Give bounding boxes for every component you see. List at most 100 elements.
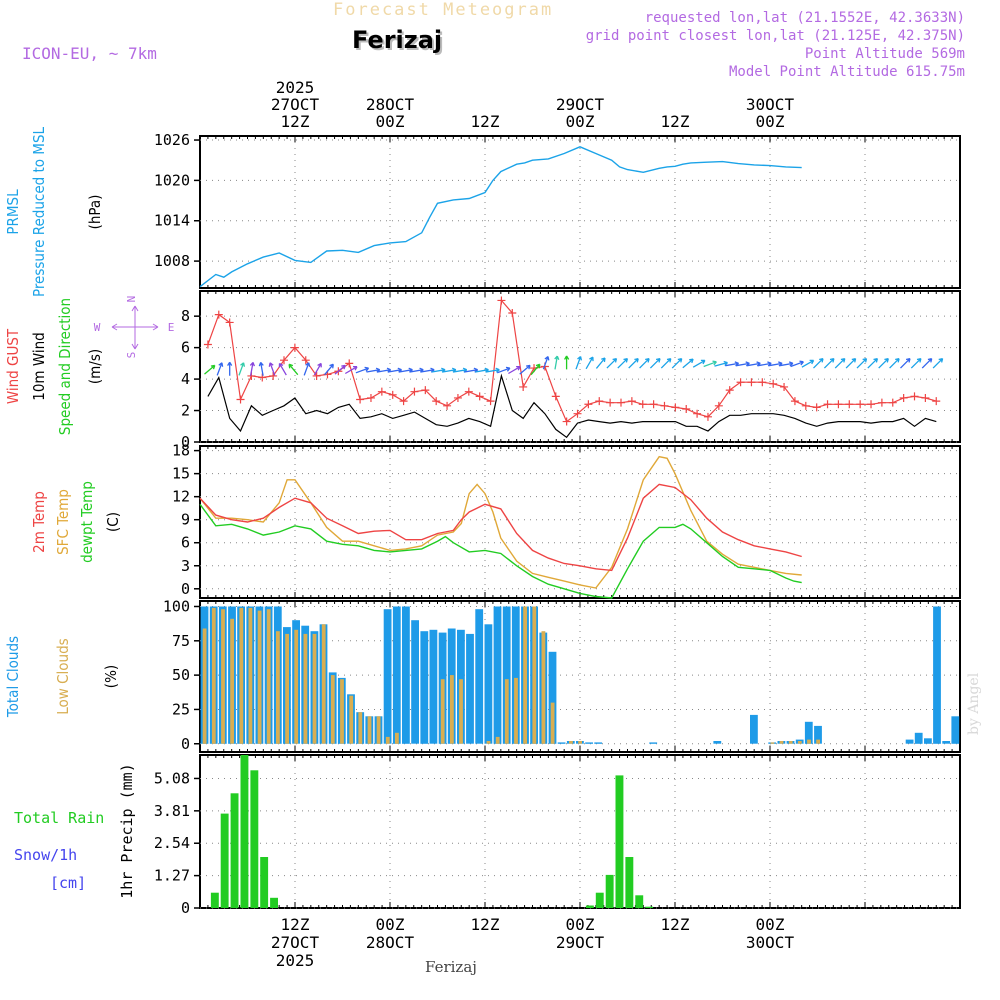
x-bottom-label: 29OCT bbox=[556, 933, 605, 952]
y-tick-label: 15 bbox=[172, 465, 190, 483]
wind-direction-arrow bbox=[932, 357, 944, 369]
wind-direction-arrow bbox=[779, 361, 794, 367]
panel-label: Low Clouds bbox=[54, 638, 72, 714]
gust-marker bbox=[845, 400, 854, 409]
low-cloud-bar bbox=[248, 607, 253, 744]
wind-direction-arrow bbox=[268, 362, 276, 376]
x-top-label: 00Z bbox=[376, 112, 405, 131]
gust-marker bbox=[497, 296, 506, 305]
total-cloud-bar bbox=[804, 721, 813, 744]
gust-marker bbox=[225, 318, 234, 327]
wind-direction-arrow bbox=[464, 367, 479, 373]
wind-direction-arrow bbox=[475, 367, 489, 373]
panel-precip: 0 1.27 2.54 3.81 5.08 Total Rain Snow/1h [cm] 1h… bbox=[14, 754, 961, 917]
wind-direction-arrow bbox=[303, 362, 311, 376]
x-top-label: 00Z bbox=[756, 112, 785, 131]
gust-marker bbox=[356, 395, 365, 404]
wind-direction-arrow bbox=[889, 357, 900, 369]
gust-marker bbox=[867, 400, 876, 409]
panel-temperature: 0 3 6 9 12 15 18 2m Temp SFC Temp dewpt Temp (C) bbox=[30, 442, 961, 599]
low-cloud-bar bbox=[770, 742, 775, 744]
y-tick-label: 3.81 bbox=[154, 802, 190, 820]
wind-direction-arrow bbox=[639, 357, 650, 369]
gust-marker bbox=[312, 371, 321, 380]
gust-marker bbox=[736, 378, 745, 387]
y-tick-label: 8 bbox=[181, 307, 190, 325]
x-bottom-label: 27OCT bbox=[271, 933, 320, 952]
x-top-label: 12Z bbox=[661, 112, 690, 131]
compass-e: E bbox=[168, 321, 175, 334]
total-cloud-bar bbox=[585, 742, 593, 744]
precip-label-snow: Snow/1h bbox=[14, 846, 77, 864]
wind-direction-arrow bbox=[823, 357, 835, 369]
gust-marker bbox=[888, 398, 897, 407]
total-cloud-bar bbox=[557, 742, 566, 744]
low-cloud-bar bbox=[276, 631, 280, 744]
rain-bar bbox=[230, 793, 239, 909]
low-cloud-bar bbox=[450, 675, 454, 744]
wind-direction-arrow bbox=[204, 364, 216, 375]
rain-bar bbox=[625, 857, 634, 908]
gust-marker bbox=[877, 398, 886, 407]
gust-marker bbox=[508, 309, 517, 318]
x-bottom-label: 2025 bbox=[276, 951, 315, 970]
gust-marker bbox=[236, 395, 245, 404]
low-cloud-bar bbox=[221, 609, 225, 744]
low-cloud-bar bbox=[257, 610, 262, 744]
gust-marker bbox=[453, 393, 462, 402]
y-tick-label: 4 bbox=[181, 370, 190, 388]
rain-bar bbox=[220, 813, 229, 908]
precip-unit-label: 1hr Precip (mm) bbox=[118, 763, 136, 898]
wind-direction-arrow bbox=[508, 365, 521, 375]
wind-direction-arrow bbox=[442, 367, 457, 373]
y-tick-label: 0 bbox=[181, 580, 190, 598]
gust-marker bbox=[573, 409, 582, 418]
low-cloud-bar bbox=[788, 741, 793, 744]
gust-marker bbox=[714, 401, 723, 410]
panel-label: Wind GUST bbox=[4, 328, 22, 404]
total-cloud-bar bbox=[475, 609, 484, 744]
rain-bar bbox=[605, 874, 614, 908]
gust-marker bbox=[910, 392, 919, 401]
low-cloud-bar bbox=[303, 633, 308, 744]
low-cloud-bar bbox=[312, 633, 317, 744]
wind-direction-arrow bbox=[692, 359, 706, 368]
y-tick-label: 12 bbox=[172, 488, 190, 506]
gust-marker bbox=[660, 401, 669, 410]
panel-frame bbox=[199, 290, 961, 443]
total-cloud-bar bbox=[914, 732, 923, 744]
precip-label-cm: [cm] bbox=[50, 874, 86, 892]
y-tick-label: 0 bbox=[181, 735, 190, 753]
wind-direction-arrow bbox=[813, 357, 824, 369]
wind-direction-arrow bbox=[878, 357, 889, 369]
x-top-label: 27OCT bbox=[271, 95, 320, 114]
low-cloud-bar bbox=[523, 606, 527, 744]
wind-direction-arrow bbox=[355, 366, 370, 374]
panel-label: 2m Temp bbox=[30, 491, 48, 553]
gust-marker bbox=[377, 387, 386, 396]
wind-direction-arrow bbox=[671, 357, 683, 369]
total-cloud-bar bbox=[905, 739, 914, 744]
wind-direction-arrow bbox=[801, 359, 815, 368]
compass-w: W bbox=[94, 321, 101, 334]
low-cloud-bar bbox=[514, 677, 518, 744]
total-cloud-bar bbox=[951, 716, 960, 744]
compass-n: N bbox=[125, 296, 138, 303]
gust-marker bbox=[280, 356, 289, 365]
total-cloud-bar bbox=[502, 606, 511, 744]
y-tick-label: 9 bbox=[181, 511, 190, 529]
y-tick-label: 6 bbox=[181, 534, 190, 552]
gust-marker bbox=[595, 397, 604, 406]
chart-title: Forecast Meteogram bbox=[333, 0, 554, 20]
y-tick-label: 50 bbox=[172, 666, 190, 684]
low-cloud-bar bbox=[211, 607, 216, 744]
y-tick-label: 1014 bbox=[154, 212, 190, 230]
x-bottom-label: 28OCT bbox=[366, 933, 415, 952]
total-cloud-bar bbox=[924, 738, 932, 744]
wind-direction-arrow bbox=[660, 357, 672, 369]
gust-marker bbox=[421, 386, 430, 395]
wind-direction-arrow bbox=[757, 361, 772, 367]
wind-direction-arrow bbox=[910, 357, 922, 369]
gust-marker bbox=[682, 404, 691, 413]
panel-label: PRMSL bbox=[4, 189, 22, 235]
